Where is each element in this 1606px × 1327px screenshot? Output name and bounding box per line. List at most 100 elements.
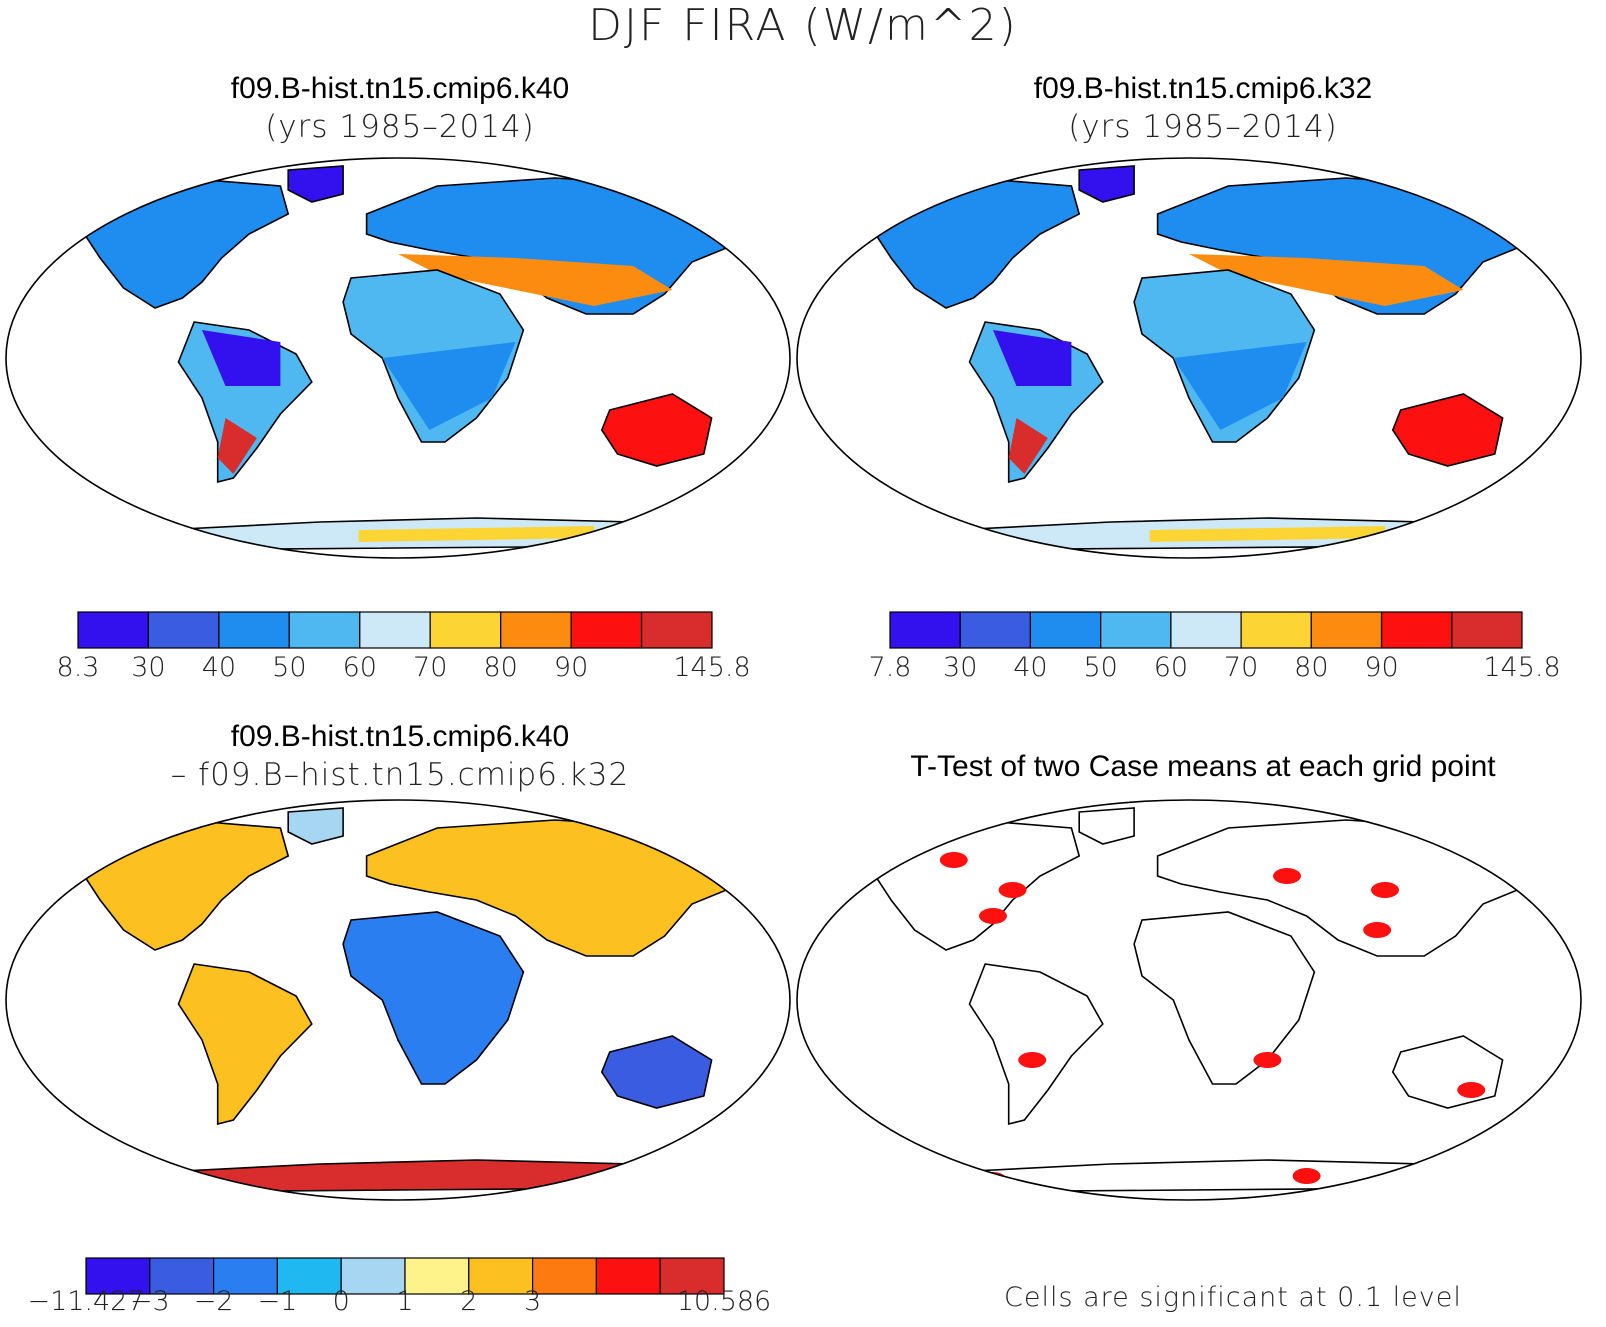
continent-africa (342, 911, 525, 1085)
colorbar-tick-label: 70 (413, 652, 448, 683)
map-outline (796, 157, 1582, 559)
panel-title-line2: (yrs 1985–2014) (265, 109, 535, 145)
colorbar-tick-label: 80 (483, 652, 518, 683)
colorbar-swatch (404, 1257, 470, 1295)
panel-title-line1: T-Test of two Case means at each grid po… (910, 750, 1496, 783)
colorbar-1 (889, 611, 1523, 649)
continent-australia (600, 393, 713, 467)
colorbar-swatch (1451, 611, 1523, 649)
panel-title-ttest: T-Test of two Case means at each grid po… (800, 748, 1606, 786)
colorbar-tick-label: 50 (1083, 652, 1118, 683)
colorbar-tick-label: 60 (1153, 652, 1189, 683)
field-band (358, 526, 594, 542)
colorbar-swatch (500, 611, 572, 649)
continent-greenland (1078, 807, 1135, 845)
significance-note: Cells are significant at 0.1 level (1004, 1282, 1462, 1313)
colorbar-tick-label: 145.8 (673, 652, 751, 683)
colorbar-tick-label: 90 (1364, 652, 1399, 683)
continent-greenland (287, 165, 344, 203)
colorbar-swatch (889, 611, 961, 649)
colorbar-tick-label: 30 (943, 652, 978, 683)
field-band (993, 330, 1072, 386)
field-band (217, 418, 257, 474)
colorbar-tick-label: −2 (193, 1286, 234, 1317)
field-band (1189, 254, 1464, 306)
continent-southAmerica (968, 963, 1104, 1126)
significant-cell (1253, 1052, 1282, 1068)
colorbar-swatch (468, 1257, 534, 1295)
field-band (1008, 418, 1048, 474)
map-panel-k32 (796, 157, 1582, 559)
colorbar-swatch (595, 1257, 661, 1295)
colorbar-tick-label: 40 (1013, 652, 1048, 683)
colorbar-swatch (213, 1257, 279, 1295)
panel-title-line1: f09.B-hist.tn15.cmip6.k40 (230, 720, 570, 753)
colorbar-tick-label: 10.586 (676, 1286, 772, 1317)
field-band (1149, 526, 1385, 542)
field-band (1173, 342, 1307, 430)
figure-title: DJF FIRA (W/m^2) (588, 0, 1018, 51)
colorbar-swatch (1029, 611, 1102, 649)
significant-cell (939, 852, 968, 868)
colorbar-swatch (1100, 611, 1172, 649)
colorbar-swatch (959, 611, 1032, 649)
colorbar-swatch (1170, 611, 1242, 649)
colorbar-tick-label: 90 (553, 652, 589, 683)
panel-title-line1: f09.B-hist.tn15.cmip6.k32 (1033, 72, 1373, 105)
colorbar-tick-label: 145.8 (1483, 652, 1561, 683)
colorbar-swatch (1310, 611, 1383, 649)
significant-cell (1371, 882, 1399, 898)
continent-australia (600, 1035, 713, 1109)
colorbar-tick-label: 50 (272, 652, 307, 683)
colorbar-2 (85, 1257, 725, 1295)
map-outline (5, 799, 791, 1201)
colorbar-swatch (570, 611, 643, 649)
continent-southAmerica (177, 963, 313, 1126)
colorbar-tick-label: 0 (332, 1286, 350, 1317)
colorbar-tick-label: 1 (396, 1286, 414, 1317)
colorbar-tick-label: 70 (1223, 652, 1259, 683)
colorbar-tick-label: −1 (257, 1286, 298, 1317)
colorbar-swatch (359, 611, 431, 649)
field-band (398, 254, 673, 306)
panel-title-line2: – f09.B–hist.tn15.cmip6.k32 (170, 757, 630, 793)
continent-greenland (287, 807, 344, 845)
panel-title-line1: f09.B-hist.tn15.cmip6.k40 (230, 72, 570, 105)
continent-australia (1391, 393, 1504, 467)
colorbar-tick-label: 40 (201, 652, 237, 683)
significant-cell (979, 908, 1007, 924)
significant-cell (1273, 868, 1301, 884)
colorbar-swatch (147, 611, 220, 649)
colorbar-tick-label: −3 (129, 1286, 170, 1317)
map-panel-diff (5, 799, 791, 1201)
colorbar-swatch (288, 611, 361, 649)
colorbar-tick-label: 2 (460, 1286, 478, 1317)
panel-title-k32: f09.B-hist.tn15.cmip6.k32 (yrs 1985–2014… (800, 70, 1606, 146)
significant-cell (1292, 1168, 1321, 1184)
colorbar-swatch (429, 611, 502, 649)
colorbar-swatch (640, 611, 713, 649)
panel-title-diff: f09.B-hist.tn15.cmip6.k40 – f09.B–hist.t… (0, 718, 800, 794)
colorbar-swatch (85, 1257, 151, 1295)
colorbar-tick-label: 80 (1294, 652, 1329, 683)
continent-greenland (1078, 165, 1135, 203)
significant-cell (1457, 1082, 1486, 1098)
colorbar-ticks-k32: 7.8 30 40 50 60 70 80 90 145.8 (0, 652, 1606, 688)
colorbar-tick-label: −11.427 (27, 1286, 145, 1317)
colorbar-swatch (659, 1257, 725, 1295)
panel-title-k40: f09.B-hist.tn15.cmip6.k40 (yrs 1985–2014… (0, 70, 800, 146)
significant-cell (1363, 922, 1392, 938)
colorbar-ticks-k40: 8.3 30 40 50 60 70 80 90 145.8 (0, 652, 800, 688)
colorbar-swatch (218, 611, 290, 649)
colorbar-0 (77, 611, 713, 649)
continent-africa (1133, 911, 1316, 1085)
significant-cell (1018, 1052, 1047, 1068)
field-band (382, 342, 516, 430)
colorbar-tick-label: 60 (342, 652, 377, 683)
significant-cell (998, 882, 1027, 898)
colorbar-swatch (1380, 611, 1453, 649)
colorbar-tick-label: 30 (131, 652, 166, 683)
colorbar-swatch (77, 611, 150, 649)
